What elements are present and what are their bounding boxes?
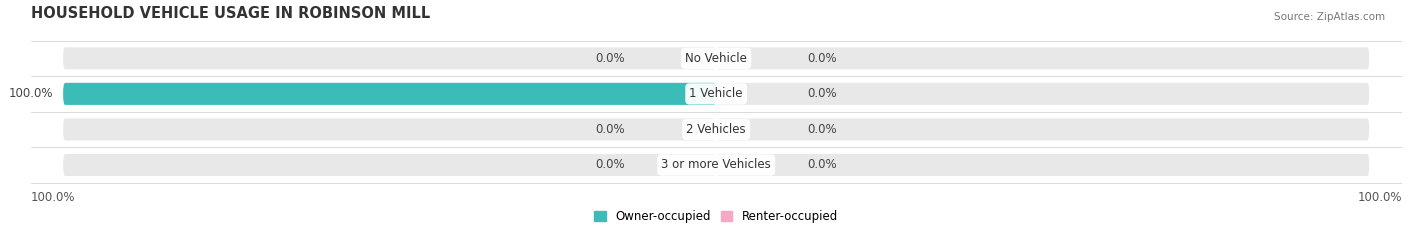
Text: HOUSEHOLD VEHICLE USAGE IN ROBINSON MILL: HOUSEHOLD VEHICLE USAGE IN ROBINSON MILL xyxy=(31,6,430,21)
FancyBboxPatch shape xyxy=(716,154,1369,176)
Text: 0.0%: 0.0% xyxy=(807,123,837,136)
Text: 0.0%: 0.0% xyxy=(807,158,837,171)
FancyBboxPatch shape xyxy=(63,83,716,105)
FancyBboxPatch shape xyxy=(63,118,716,140)
Text: 2 Vehicles: 2 Vehicles xyxy=(686,123,747,136)
Text: 100.0%: 100.0% xyxy=(31,191,75,204)
FancyBboxPatch shape xyxy=(716,83,1369,105)
FancyBboxPatch shape xyxy=(716,118,1369,140)
Text: 1 Vehicle: 1 Vehicle xyxy=(689,87,742,100)
Text: 0.0%: 0.0% xyxy=(595,158,624,171)
Text: 100.0%: 100.0% xyxy=(1357,191,1402,204)
Text: 0.0%: 0.0% xyxy=(595,123,624,136)
FancyBboxPatch shape xyxy=(63,83,716,105)
Text: 100.0%: 100.0% xyxy=(8,87,53,100)
Text: 0.0%: 0.0% xyxy=(807,87,837,100)
Text: No Vehicle: No Vehicle xyxy=(685,52,747,65)
Text: Source: ZipAtlas.com: Source: ZipAtlas.com xyxy=(1274,12,1385,22)
Legend: Owner-occupied, Renter-occupied: Owner-occupied, Renter-occupied xyxy=(595,210,838,223)
FancyBboxPatch shape xyxy=(716,47,1369,69)
Text: 0.0%: 0.0% xyxy=(807,52,837,65)
FancyBboxPatch shape xyxy=(63,47,716,69)
Text: 3 or more Vehicles: 3 or more Vehicles xyxy=(661,158,770,171)
FancyBboxPatch shape xyxy=(63,154,716,176)
Text: 0.0%: 0.0% xyxy=(595,52,624,65)
